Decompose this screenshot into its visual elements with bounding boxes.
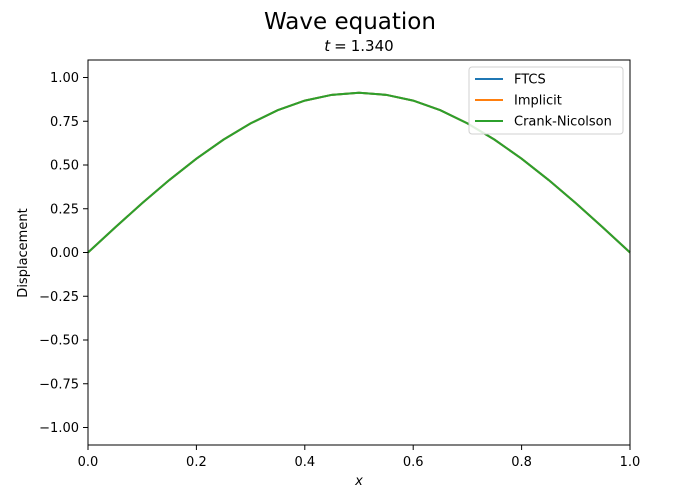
y-tick-label: −1.00 xyxy=(39,421,79,436)
legend-label: Crank-Nicolson xyxy=(514,115,612,130)
x-tick-label: 0.4 xyxy=(294,455,315,470)
chart-title-value: 1.340 xyxy=(351,37,394,55)
y-axis-label: Displacement xyxy=(16,208,31,297)
chart-suptitle: Wave equation xyxy=(264,9,436,35)
x-axis-label: x xyxy=(354,474,363,489)
x-tick-label: 0.2 xyxy=(186,455,207,470)
legend-label: Implicit xyxy=(514,94,562,109)
legend-label: FTCS xyxy=(514,73,546,88)
chart-title: t = 1.340 xyxy=(324,37,393,55)
legend-box xyxy=(468,66,624,135)
x-axis-ticks: 0.0 0.2 0.4 0.6 0.8 1.0 xyxy=(78,445,641,470)
x-tick-label: 0.0 xyxy=(78,455,99,470)
y-axis-ticks: 1.00 0.75 0.50 0.25 0.00 −0.25 −0.50 −0.75 −1.00 xyxy=(39,71,88,436)
y-tick-label: 0.25 xyxy=(50,202,79,217)
y-tick-label: 0.75 xyxy=(50,115,79,130)
series-line-crank-nicolson xyxy=(87,91,631,254)
y-tick-label: −0.75 xyxy=(39,377,79,392)
y-tick-label: −0.50 xyxy=(39,334,79,349)
x-tick-label: 1.0 xyxy=(620,455,641,470)
y-tick-label: 1.00 xyxy=(50,71,79,86)
legend: FTCS Implicit Crank-Nicolson xyxy=(468,66,624,135)
chart-title-operator: = xyxy=(334,37,347,55)
x-tick-label: 0.6 xyxy=(403,455,424,470)
y-tick-label: 0.00 xyxy=(50,246,79,261)
y-tick-label: −0.25 xyxy=(39,290,79,305)
y-tick-label: 0.50 xyxy=(50,159,79,174)
x-tick-label: 0.8 xyxy=(511,455,532,470)
chart-title-variable: t xyxy=(324,37,331,55)
